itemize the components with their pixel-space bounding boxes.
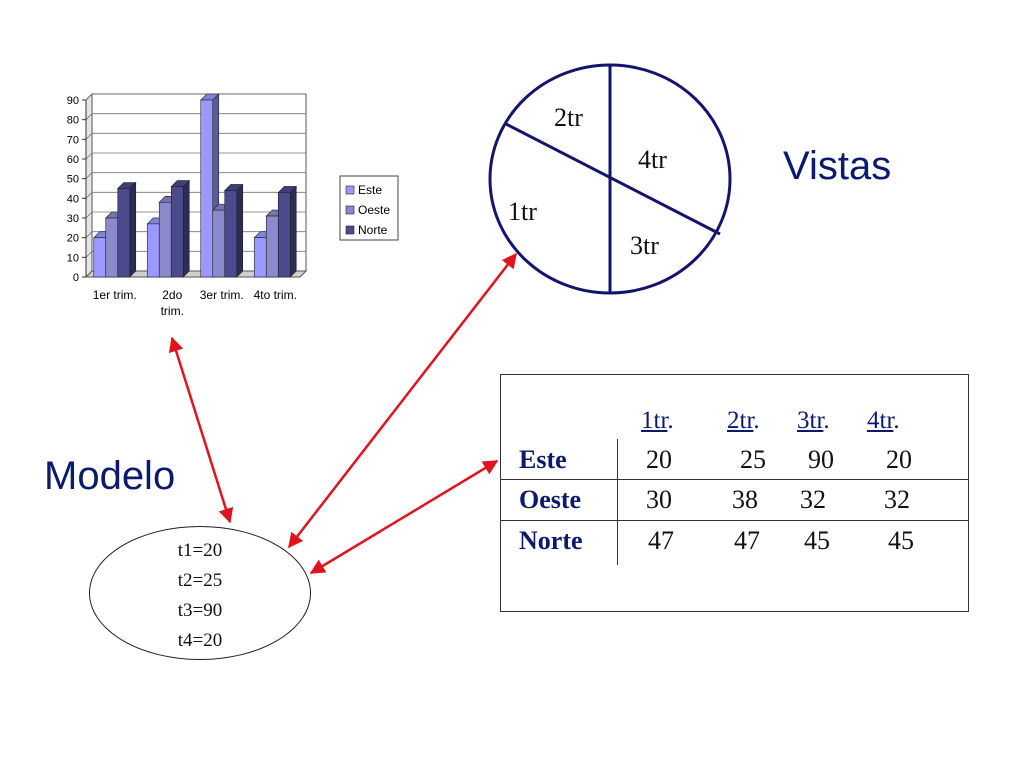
- gridline: [85, 132, 306, 140]
- y-tick-label: 70: [67, 134, 79, 146]
- table-cell: 30: [646, 485, 672, 514]
- x-tick-label-line2: trim.: [161, 304, 184, 318]
- table-cell: 20: [886, 445, 912, 474]
- bar-norte: [224, 190, 238, 278]
- x-tick-label: 2do: [162, 288, 182, 302]
- header-2tr: 2tr.: [727, 407, 760, 434]
- model-ellipse: t1=20 t2=25 t3=90 t4=20: [89, 526, 311, 660]
- legend-swatch-oeste: [345, 205, 355, 215]
- arrow-table-model: [309, 459, 499, 575]
- row-label-norte: Norte: [519, 526, 583, 555]
- vistas-title: Vistas: [783, 144, 892, 188]
- header-3tr: 3tr.: [797, 407, 830, 434]
- data-table: 1tr. 2tr. 3tr. 4tr. Este 20 25 90 20 Oes…: [500, 374, 969, 612]
- gridline: [85, 172, 306, 179]
- pie-label-1tr: 1tr: [508, 197, 537, 226]
- pie-label-2tr: 2tr: [554, 103, 583, 132]
- table-cell: 38: [732, 485, 758, 514]
- table-cell: 90: [808, 445, 834, 474]
- arrow-chart-model: [168, 336, 234, 524]
- table-row-divider-2: [501, 520, 968, 521]
- model-line-t2: t2=25: [177, 570, 223, 591]
- table-cell: 32: [884, 485, 910, 514]
- table-cell: 47: [734, 526, 760, 555]
- y-tick-label: 50: [67, 174, 79, 186]
- legend-label-oeste: Oeste: [358, 203, 390, 217]
- y-tick-label: 80: [67, 115, 79, 127]
- y-tick-label: 10: [67, 252, 79, 264]
- gridline: [85, 93, 306, 101]
- legend-swatch-este: [345, 185, 355, 195]
- y-tick-label: 20: [67, 233, 79, 245]
- y-tick-label: 0: [73, 272, 79, 284]
- table-cell: 45: [888, 526, 914, 555]
- x-tick-label: 3er trim.: [200, 288, 244, 302]
- model-line-t3: t3=90: [177, 600, 223, 621]
- gridline: [85, 152, 306, 160]
- y-tick-label: 40: [67, 193, 79, 205]
- bar-chart: 0 10 20 30 40 50 60 70 80 90 1er trim. 2do trim. 3er …: [67, 92, 399, 318]
- x-tick-label: 4to trim.: [254, 288, 297, 302]
- header-1tr: 1tr.: [641, 407, 674, 434]
- pie-label-4tr: 4tr: [638, 145, 667, 174]
- row-label-oeste: Oeste: [519, 485, 582, 514]
- y-tick-label: 30: [67, 213, 79, 225]
- arrow-pie-model: [288, 252, 517, 549]
- header-4tr: 4tr.: [867, 407, 900, 434]
- modelo-title: Modelo: [44, 454, 176, 498]
- table-cell: 20: [646, 445, 672, 474]
- table-row-divider-1: [501, 479, 968, 480]
- table-cell: 25: [740, 445, 766, 474]
- table-cell: 45: [804, 526, 830, 555]
- model-line-t4: t4=20: [177, 630, 223, 651]
- table-cell: 32: [800, 485, 826, 514]
- model-line-t1: t1=20: [177, 540, 223, 561]
- legend-swatch-norte: [345, 225, 355, 235]
- table-cell: 47: [648, 526, 674, 555]
- pie-view: 2tr 4tr 1tr 3tr: [488, 63, 732, 295]
- table-column-divider: [617, 439, 618, 565]
- pie-divider-diagonal: [505, 122, 721, 236]
- row-label-este: Este: [519, 445, 567, 474]
- x-tick-label: 1er trim.: [93, 288, 137, 302]
- pie-label-3tr: 3tr: [630, 231, 659, 260]
- gridline: [85, 113, 306, 120]
- y-tick-label: 90: [67, 95, 79, 107]
- bar-norte: [277, 192, 291, 278]
- bar-norte: [170, 186, 184, 278]
- bar-este: [200, 99, 214, 278]
- bar-norte: [117, 188, 131, 278]
- legend-label-este: Este: [358, 183, 382, 197]
- y-tick-label: 60: [67, 154, 79, 166]
- legend-label-norte: Norte: [358, 223, 388, 237]
